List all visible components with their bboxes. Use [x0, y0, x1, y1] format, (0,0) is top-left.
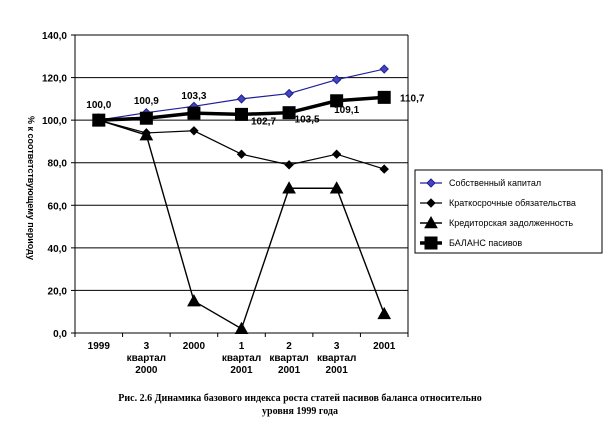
- series-point: [284, 160, 294, 170]
- series-point: [379, 164, 389, 174]
- x-tick-label: 1 квартал 2001: [222, 341, 261, 376]
- series-point: [187, 106, 201, 120]
- series-point: [331, 74, 342, 85]
- series-point: [234, 321, 249, 335]
- legend-item: БАЛАНС пасивов: [420, 236, 522, 250]
- legend-label: Кредиторская задолженность: [449, 218, 573, 228]
- caption-line-2: уровня 1999 года: [262, 406, 338, 417]
- legend-label: Собственный капитал: [449, 178, 541, 188]
- legend-box: [414, 169, 603, 254]
- series-point: [329, 181, 344, 194]
- x-tick-label: 1999: [88, 341, 111, 352]
- series-point: [139, 128, 154, 141]
- series-point: [189, 126, 199, 136]
- legend-item: Краткосрочные обязательства: [420, 198, 576, 208]
- data-label: 103,3: [181, 91, 206, 102]
- legend-item: Собственный капитал: [420, 178, 541, 188]
- series-3: [92, 90, 391, 127]
- y-tick-label: 120,0: [42, 74, 67, 85]
- legend-marker: [424, 236, 438, 250]
- caption-line-1: Рис. 2.6 Динамика базового индекса роста…: [118, 393, 482, 404]
- x-tick-label: 3 квартал 2000: [127, 341, 166, 376]
- y-tick-label: 0,0: [53, 329, 67, 340]
- y-tick-label: 140,0: [42, 31, 67, 42]
- series-point: [92, 113, 106, 127]
- y-tick-label: 80,0: [48, 159, 68, 170]
- data-label: 102,7: [251, 116, 276, 127]
- data-label: 100,9: [134, 96, 159, 107]
- plot-area: [75, 35, 408, 333]
- y-tick-label: 40,0: [48, 244, 68, 255]
- x-tick-label: 2 квартал 2001: [269, 341, 308, 376]
- legend-marker: [424, 215, 438, 229]
- data-labels: 100,0 100,9 103,3 102,7 103,5 109,1 110,7: [86, 91, 425, 127]
- series-point: [235, 107, 248, 121]
- series-point: [282, 181, 296, 194]
- x-tick-label: 2001: [373, 341, 396, 352]
- series-point: [330, 94, 344, 108]
- series-point: [139, 111, 153, 125]
- figure-caption: Рис. 2.6 Динамика базового индекса роста…: [40, 392, 560, 418]
- series-point: [284, 88, 294, 99]
- y-axis-label-text: % к соответствующему периоду: [26, 116, 36, 260]
- series-point: [236, 94, 247, 104]
- data-label: 100,0: [86, 100, 111, 111]
- series-point: [282, 106, 296, 120]
- y-tick-label: 100,0: [42, 116, 67, 127]
- legend: Собственный капитал Краткосрочные обязате…: [414, 169, 603, 254]
- y-tick-labels: 0,0 20,0 40,0 60,0 80,0 100,0 120,0 140,0: [42, 31, 67, 340]
- y-tick-label: 20,0: [48, 286, 68, 297]
- legend-marker: [426, 198, 436, 208]
- data-label: 103,5: [295, 115, 320, 126]
- series-point: [377, 90, 391, 104]
- x-tick-label: 2000: [183, 341, 206, 352]
- series-point: [377, 306, 392, 320]
- series-point: [379, 64, 389, 74]
- data-label: 110,7: [400, 93, 425, 104]
- series-point: [187, 294, 201, 307]
- series-point: [236, 149, 247, 159]
- plot-background: [75, 35, 408, 333]
- legend-label: БАЛАНС пасивов: [449, 238, 522, 248]
- legend-item: Кредиторская задолженность: [420, 215, 573, 229]
- data-label: 109,1: [334, 105, 359, 116]
- series-layer: [91, 64, 392, 335]
- legend-marker: [426, 178, 436, 188]
- y-tick-label: 60,0: [48, 201, 68, 212]
- legend-label: Краткосрочные обязательства: [449, 198, 576, 208]
- series-point: [331, 149, 342, 159]
- x-tick-label: 3 квартал 2001: [317, 341, 356, 376]
- y-axis-label: % к соответствующему периоду: [26, 116, 36, 260]
